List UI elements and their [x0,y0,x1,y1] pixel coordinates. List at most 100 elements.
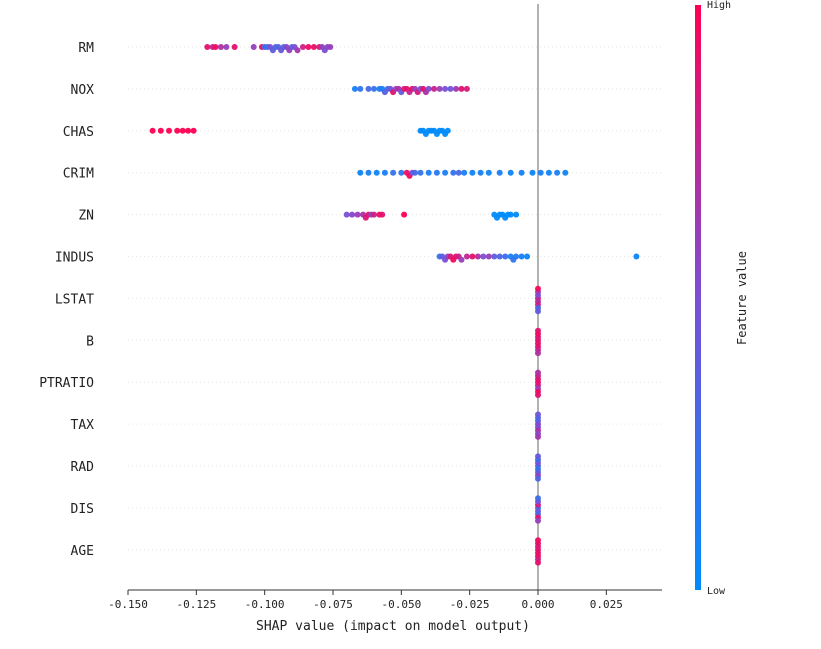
point-dis-6 [535,495,541,502]
point-indus-16 [502,253,509,260]
point-nox-25 [442,85,449,92]
point-crim-17 [469,169,476,176]
x-tick-label: -0.075 [313,598,353,611]
point-nox-29 [463,85,470,92]
point-nox-3 [371,85,377,92]
x-tick-label: 0.025 [590,598,623,611]
colorbar: High Low Feature value [695,0,749,597]
point-age-6 [535,537,541,544]
point-chas-5 [185,127,192,134]
point-rm-22 [305,44,312,50]
feature-label-zn: ZN [78,209,94,224]
point-rm-23 [310,44,317,50]
feature-label-nox: NOX [71,83,95,98]
point-age-7 [535,559,541,566]
point-crim-26 [554,169,561,176]
point-zn-7 [371,211,377,218]
point-crim-4 [390,169,397,176]
point-chas-3 [174,127,181,134]
point-crim-3 [381,169,388,176]
feature-label-rad: RAD [71,460,95,475]
colorbar-gradient [695,5,701,590]
row-guides [128,46,662,551]
x-tick-label: -0.025 [450,598,490,611]
point-indus-19 [513,253,520,260]
point-nox-22 [425,85,432,92]
colorbar-low-label: Low [707,586,726,597]
point-crim-23 [529,169,536,176]
feature-label-tax: TAX [71,418,95,433]
point-indus-15 [496,253,503,260]
point-crim-22 [518,169,525,176]
point-nox-2 [365,85,372,92]
point-nox-23 [431,85,438,92]
x-tick-label: -0.150 [108,598,148,611]
point-rm-20 [294,47,301,54]
point-nox-1 [357,85,364,92]
point-crim-15 [455,169,462,176]
feature-label-dis: DIS [71,502,94,517]
point-dis-7 [535,517,541,524]
point-rm-6 [250,44,257,50]
x-tick-label: -0.100 [245,598,285,611]
point-crim-27 [562,169,569,176]
feature-label-ptratio: PTRATIO [39,376,94,391]
colorbar-high-label: High [707,0,731,11]
point-ptratio-7 [535,392,541,398]
x-tick-label: 0.000 [521,598,554,611]
point-crim-12 [433,169,440,176]
point-zn-17 [507,211,514,218]
point-crim-10 [417,169,424,176]
feature-label-chas: CHAS [63,125,94,140]
point-zn-18 [513,211,520,218]
point-crim-18 [477,169,484,176]
feature-label-b: B [86,334,94,349]
point-chas-1 [157,127,164,134]
point-tax-7 [535,433,541,440]
point-rm-28 [327,44,334,50]
feature-label-age: AGE [71,544,94,559]
point-indus-22 [633,253,640,260]
feature-label-indus: INDUS [55,251,94,266]
point-nox-28 [458,85,465,92]
point-indus-20 [518,253,525,260]
point-rm-0 [204,44,211,50]
point-indus-21 [524,253,531,260]
feature-label-rm: RM [78,41,94,56]
point-crim-24 [537,169,544,176]
point-crim-9 [412,169,418,176]
point-crim-2 [373,169,380,176]
feature-label-lstat: LSTAT [55,292,94,307]
feature-label-crim: CRIM [63,167,94,182]
point-rad-7 [535,475,541,482]
point-crim-16 [461,169,468,176]
feature-labels: RM NOX CHAS CRIM ZN INDUS LSTAT B PTRATIO TAX RAD D… [39,41,94,559]
point-indus-9 [463,253,470,260]
point-crim-20 [496,169,503,176]
point-rad-6 [535,453,541,460]
point-rm-2 [212,44,219,50]
point-ptratio-6 [535,369,541,376]
point-indus-14 [491,253,498,260]
x-axis-title: SHAP value (impact on model output) [256,619,530,634]
point-zn-10 [401,211,408,218]
point-crim-21 [507,169,514,176]
point-crim-13 [442,169,449,176]
point-zn-1 [349,211,356,218]
point-lstat-6 [535,285,541,292]
point-zn-0 [343,211,350,218]
point-indus-12 [480,253,487,260]
point-indus-13 [485,253,492,260]
point-rm-5 [231,44,238,50]
point-indus-10 [469,253,476,260]
point-rm-3 [217,44,224,50]
point-lstat-7 [535,308,541,315]
point-chas-4 [179,127,186,134]
point-b-6 [535,327,541,334]
point-crim-0 [357,169,364,176]
point-nox-24 [436,85,443,92]
point-chas-2 [166,127,172,134]
x-tick-label: -0.125 [176,598,216,611]
x-axis: -0.150 -0.125 -0.100 -0.075 -0.050 -0.025 0.00… [108,589,662,611]
